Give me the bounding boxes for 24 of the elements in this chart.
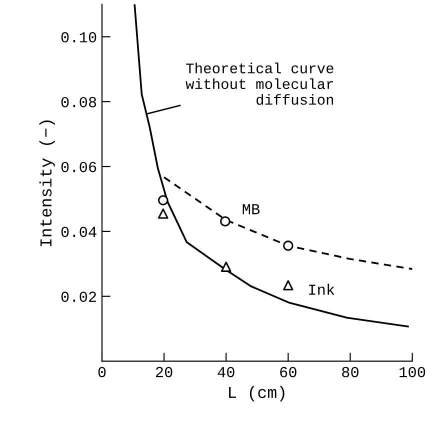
series-label: MB: [242, 204, 260, 214]
x-axis-title: L (cm): [229, 386, 284, 402]
y-tick-label: 0.02: [61, 292, 96, 302]
y-tick-label: 0.10: [61, 32, 96, 42]
x-tick-label: 100: [400, 366, 426, 378]
point: [220, 216, 230, 227]
point: [220, 262, 232, 272]
x-tick-label: 60: [280, 366, 296, 378]
x-tick-label: 40: [218, 366, 234, 378]
point: [158, 195, 168, 206]
point: [283, 240, 294, 251]
x-tick-label: 20: [156, 366, 172, 378]
series-label: Ink: [309, 284, 334, 295]
annotation: Theoretical curve without molecular diffusion: [186, 62, 334, 105]
line-series: [163, 176, 412, 270]
line-series: [134, 4, 409, 328]
point: [158, 208, 168, 219]
point: [283, 280, 294, 290]
y-tick-label: 0.04: [61, 226, 96, 238]
x-tick-label: 0: [98, 366, 106, 378]
y-tick-label: 0.08: [61, 96, 96, 108]
x-tick-label: 80: [342, 366, 358, 378]
y-tick-label: 0.06: [61, 162, 96, 172]
y-axis-title: Intensity (−): [39, 120, 55, 246]
